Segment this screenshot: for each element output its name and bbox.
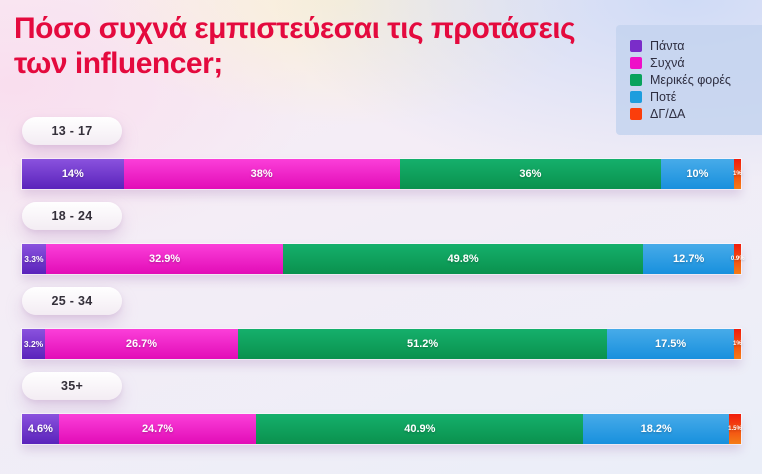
legend-swatch-icon [630,40,642,52]
legend-item: Συχνά [630,56,754,70]
segment-value-label: 38% [250,168,273,180]
bar-segment: 10% [661,159,734,189]
segment-value-label: 26.7% [125,338,158,350]
legend-item-label: Πάντα [650,39,685,53]
bar-segment: 0.9% [731,244,745,274]
age-pill: 18 - 24 [22,202,122,230]
bar-segment: 32.9% [45,244,284,274]
legend-item: Πάντα [630,39,754,53]
legend-list: Πάντα Συχνά Μερικές φορές Ποτέ ΔΓ/ΔΑ [630,39,754,121]
segment-value-label: 17.5% [654,338,687,350]
bar-segment: 17.5% [607,329,734,359]
bar-segment: 4.6% [22,414,59,444]
chart-rows: 13 - 17 14% 38% 36% 10% 1% 18 - 24 3.3% 32.9%… [0,117,762,457]
segment-value-label: 51.2% [407,338,439,350]
segment-value-label: 4.6% [27,423,53,435]
segment-value-label: 12.7% [673,253,705,265]
age-pill: 13 - 17 [22,117,122,145]
age-pill: 25 - 34 [22,287,122,315]
legend-swatch-icon [630,108,642,120]
legend-swatch-icon [630,57,642,69]
bar-segment: 12.7% [642,244,735,274]
age-pill-label: 18 - 24 [51,209,93,223]
age-group-row: 13 - 17 14% 38% 36% 10% 1% [0,117,762,202]
bar-segment: 38% [123,159,400,189]
legend-swatch-icon [630,74,642,86]
segment-value-label: 3.2% [23,339,44,349]
bar-segment: 3.2% [22,329,46,359]
segment-value-label: 1% [733,171,742,177]
segment-value-label: 36% [519,168,542,180]
legend-item-label: Ποτέ [650,90,677,104]
bar-segment: 18.2% [583,414,729,444]
age-pill-label: 13 - 17 [51,124,93,138]
legend-swatch-icon [630,91,642,103]
segment-value-label: 3.3% [24,254,44,264]
age-pill: 35+ [22,372,122,400]
bar-segment: 26.7% [45,329,238,359]
bar-segment: 36% [399,159,662,189]
bar-segment: 49.8% [283,244,643,274]
segment-value-label: 0.9% [730,256,745,262]
segment-value-label: 1.5% [728,426,742,432]
age-group-row: 18 - 24 3.3% 32.9% 49.8% 12.7% 0.9% [0,202,762,287]
chart-title: Πόσο συχνά εμπιστεύεσαι τις προτάσεις τω… [14,12,576,80]
segment-value-label: 10% [686,168,709,180]
age-group-row: 25 - 34 3.2% 26.7% 51.2% 17.5% 1% [0,287,762,372]
segment-value-label: 32.9% [148,253,181,265]
legend-item-label: Μερικές φορές [650,73,731,87]
bar-segment: 51.2% [237,329,608,359]
legend-item: Ποτέ [630,90,754,104]
segment-value-label: 24.7% [141,423,174,435]
bar-segment: 1.5% [728,414,742,444]
stacked-bar: 3.3% 32.9% 49.8% 12.7% 0.9% [22,244,745,274]
age-pill-label: 35+ [60,379,84,393]
bar-segment: 1% [733,159,742,189]
stacked-bar: 14% 38% 36% 10% 1% [22,159,742,189]
age-pill-label: 25 - 34 [51,294,93,308]
bar-segment: 3.3% [22,244,46,274]
bar-segment: 1% [733,329,742,359]
legend: Πάντα Συχνά Μερικές φορές Ποτέ ΔΓ/ΔΑ [616,25,762,135]
bar-segment: 14% [22,159,124,189]
segment-value-label: 49.8% [447,253,479,265]
legend-item: ΔΓ/ΔΑ [630,107,754,121]
segment-value-label: 18.2% [640,423,672,435]
stacked-bar: 3.2% 26.7% 51.2% 17.5% 1% [22,329,742,359]
legend-item: Μερικές φορές [630,73,754,87]
stacked-bar: 4.6% 24.7% 40.9% 18.2% 1.5% [22,414,742,444]
age-group-row: 35+ 4.6% 24.7% 40.9% 18.2% 1.5% [0,372,762,457]
segment-value-label: 1% [733,341,742,347]
legend-item-label: ΔΓ/ΔΑ [650,107,686,121]
segment-value-label: 40.9% [404,423,436,435]
bar-segment: 40.9% [256,414,584,444]
legend-item-label: Συχνά [650,56,685,70]
bar-segment: 24.7% [58,414,257,444]
segment-value-label: 14% [61,168,84,180]
